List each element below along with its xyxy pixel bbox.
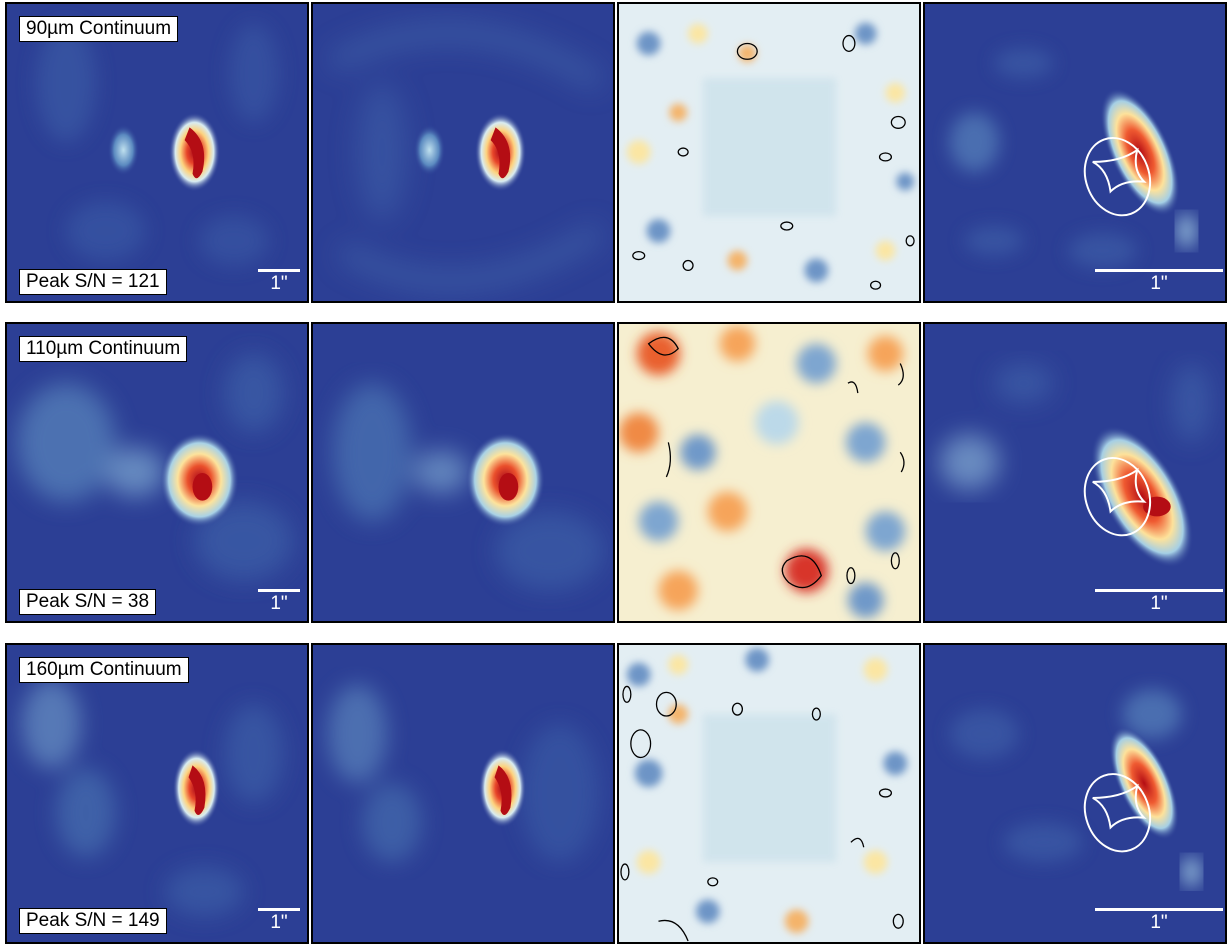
scale-bar (1095, 269, 1223, 272)
scale-bar-label: 1" (270, 273, 288, 294)
observed-image (7, 324, 307, 621)
source-plane-image (925, 4, 1225, 301)
model-image (313, 645, 613, 942)
row3-source-plane-map: 1" (923, 643, 1227, 944)
scale-bar (1095, 589, 1223, 592)
row2-observed-map: 110µm Continuum Peak S/N = 38 1" (5, 322, 309, 623)
model-image (313, 4, 613, 301)
scale-bar-label: 1" (1150, 593, 1168, 614)
row3-observed-map: 160µm Continuum Peak S/N = 149 1" (5, 643, 309, 944)
peak-sn-label: Peak S/N = 38 (19, 589, 157, 615)
source-plane-image (925, 645, 1225, 942)
residual-image (619, 4, 919, 301)
scale-bar-label: 1" (1150, 912, 1168, 933)
scale-bar (258, 908, 300, 911)
residual-image (619, 324, 919, 621)
peak-sn-label: Peak S/N = 121 (19, 269, 167, 295)
row3-model-map (311, 643, 615, 944)
scale-bar (258, 589, 300, 592)
peak-sn-label: Peak S/N = 149 (19, 908, 167, 934)
row3-residual-map (617, 643, 921, 944)
scale-bar (1095, 908, 1223, 911)
source-plane-image (925, 324, 1225, 621)
scale-bar-label: 1" (1150, 273, 1168, 294)
scale-bar (258, 269, 300, 272)
continuum-label: 110µm Continuum (19, 336, 188, 362)
scale-bar-label: 1" (270, 912, 288, 933)
observed-image (7, 4, 307, 301)
row2-source-plane-map: 1" (923, 322, 1227, 623)
model-image (313, 324, 613, 621)
row1-residual-map (617, 2, 921, 303)
continuum-label: 160µm Continuum (19, 657, 189, 683)
row2-residual-map (617, 322, 921, 623)
row1-observed-map: 90µm Continuum Peak S/N = 121 1" (5, 2, 309, 303)
row1-model-map (311, 2, 615, 303)
row2-model-map (311, 322, 615, 623)
continuum-label: 90µm Continuum (19, 16, 179, 42)
residual-image (619, 645, 919, 942)
observed-image (7, 645, 307, 942)
scale-bar-label: 1" (270, 593, 288, 614)
row1-source-plane-map: 1" (923, 2, 1227, 303)
